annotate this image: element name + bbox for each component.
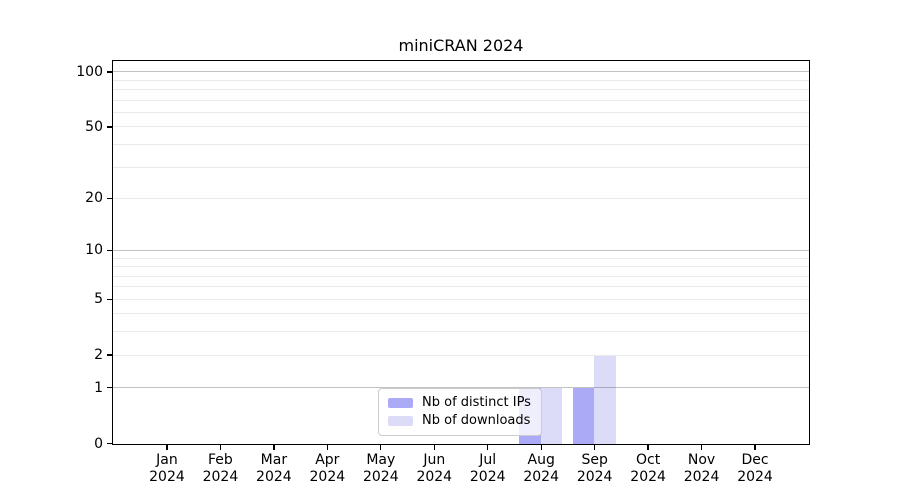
x-tick-mark [540,445,542,450]
x-tick-label: Oct 2024 [630,452,666,485]
gridline-minor [113,331,809,333]
bar-distinct-ips [572,388,595,444]
y-tick-mark [107,442,112,445]
x-tick-mark [647,445,649,450]
x-tick-label: Jan 2024 [149,452,185,485]
x-tick-mark [594,445,596,450]
gridline-minor [113,112,809,114]
x-tick-mark [273,445,275,450]
gridline-minor [113,275,809,277]
y-tick-mark [107,197,112,200]
bar-downloads [594,355,616,444]
gridline-minor [113,298,809,300]
gridline-minor [113,99,809,101]
gridline-minor [113,197,809,199]
y-tick-mark [107,354,112,356]
gridline-minor [113,286,809,288]
y-tick-label: 0 [94,435,103,452]
x-tick-mark [326,445,328,450]
gridline-minor [113,144,809,146]
x-tick-label: Aug 2024 [523,452,559,485]
gridline-minor [113,89,809,91]
x-tick-label: May 2024 [362,452,399,485]
chart-title: miniCRAN 2024 [398,36,524,55]
x-tick-label: Feb 2024 [202,452,239,485]
gridline-minor [113,257,809,259]
y-tick-label: 2 [94,347,103,364]
x-tick-label: Jul 2024 [469,452,506,485]
y-tick-mark [107,249,112,252]
gridline-major [113,249,809,251]
legend-label-distinct-ips: Nb of distinct IPs [422,395,531,410]
gridline-minor [113,126,809,128]
y-tick-mark [107,387,112,389]
plot-area: Nb of distinct IPs Nb of downloads [112,60,810,445]
y-tick-label: 5 [94,291,103,308]
legend: Nb of distinct IPs Nb of downloads [378,388,542,436]
y-tick-mark [107,71,112,73]
gridline-minor [113,266,809,268]
y-tick-label: 100 [76,63,103,80]
gridline-minor [113,354,809,356]
bar-downloads [540,388,563,444]
y-tick-mark [107,298,112,300]
x-tick-label: Apr 2024 [309,452,346,485]
x-tick-mark [219,445,222,450]
legend-swatch-downloads [388,416,413,426]
x-tick-label: Mar 2024 [256,452,292,485]
gridline-major [113,71,809,73]
x-tick-mark [754,445,756,450]
x-tick-label: Jun 2024 [416,452,453,485]
x-tick-mark [166,445,168,450]
legend-item-downloads: Nb of downloads [388,413,532,429]
y-tick-label: 1 [94,379,103,396]
legend-swatch-distinct-ips [388,398,413,408]
x-tick-label: Dec 2024 [737,452,773,485]
legend-label-downloads: Nb of downloads [422,413,531,428]
x-tick-mark [380,445,382,450]
legend-item-distinct-ips: Nb of distinct IPs [388,395,532,411]
x-tick-label: Sep 2024 [576,452,613,485]
y-tick-label: 50 [85,118,103,135]
x-tick-label: Nov 2024 [683,452,720,485]
x-tick-mark [700,445,703,450]
gridline-minor [113,313,809,315]
gridline-minor [113,79,809,81]
y-tick-mark [107,126,112,128]
y-tick-label: 10 [85,242,103,259]
gridline-minor [113,166,809,168]
x-tick-mark [487,445,489,450]
x-tick-mark [433,445,435,450]
gridline-major [113,387,809,389]
y-tick-label: 20 [85,190,103,207]
